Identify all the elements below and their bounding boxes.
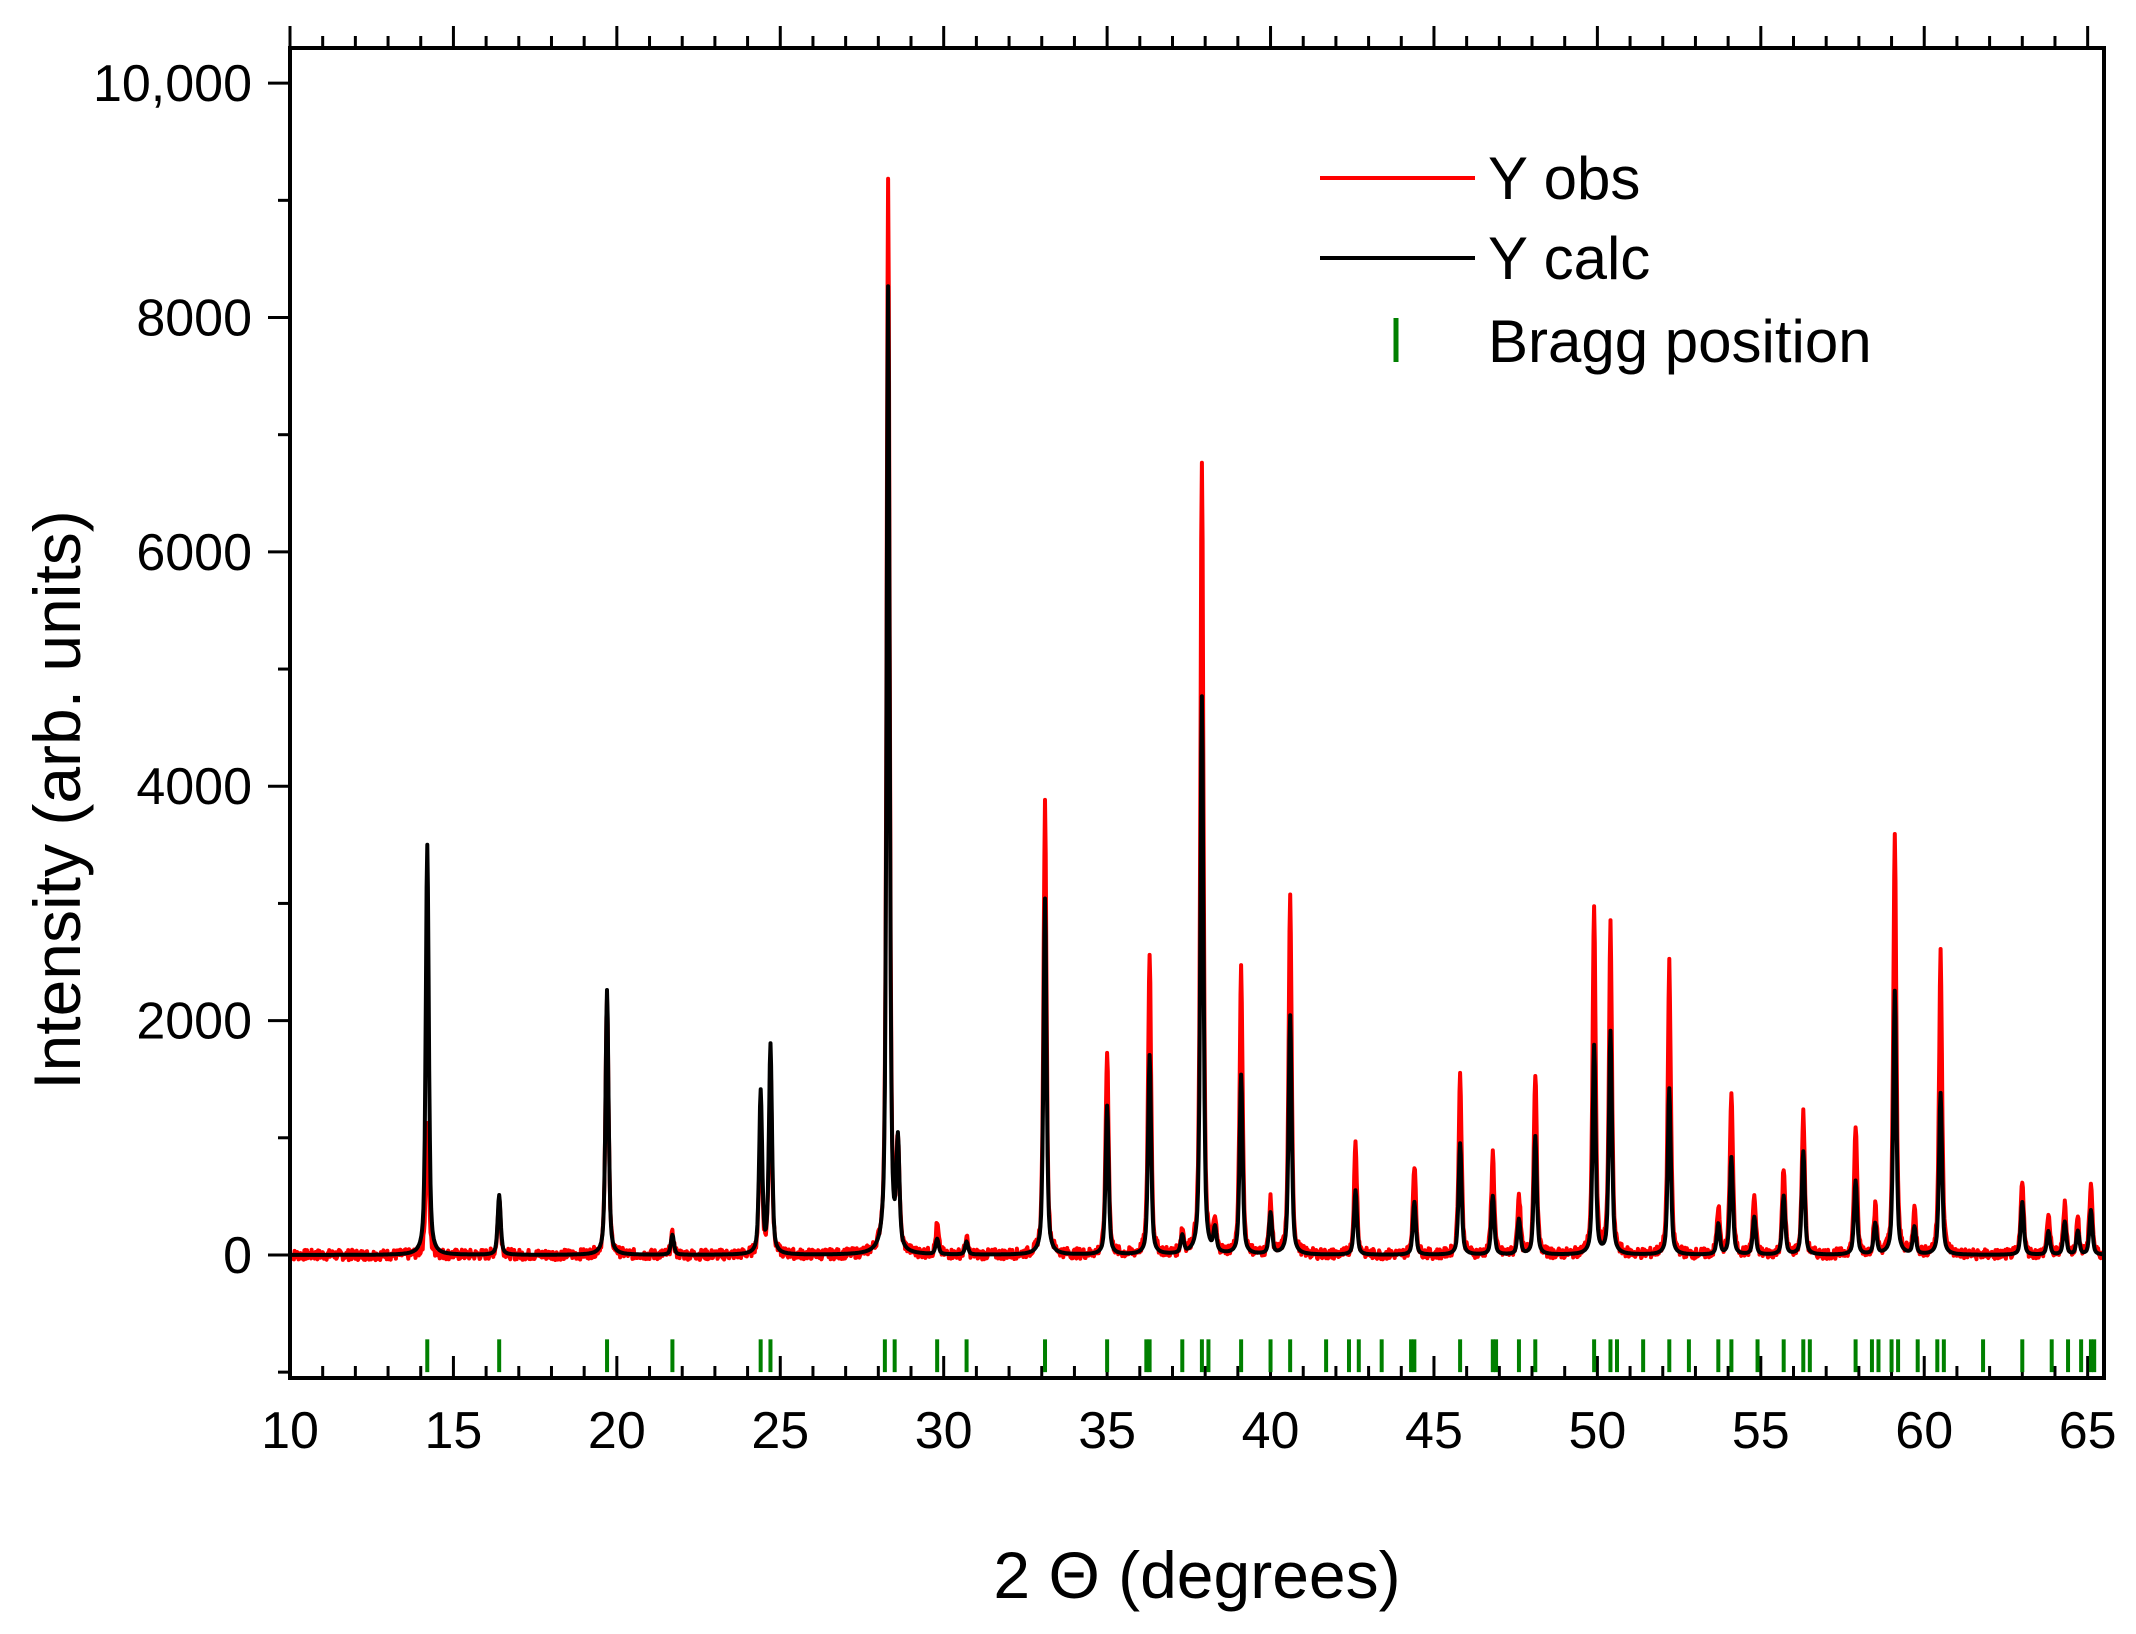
x-axis-title: 2 Θ (degrees) <box>993 1538 1400 1612</box>
x-tick-label: 65 <box>2059 1402 2117 1460</box>
x-tick-label: 55 <box>1732 1402 1790 1460</box>
legend-label-y-calc: Y calc <box>1488 225 1650 292</box>
y-tick-label: 10,000 <box>93 55 252 113</box>
tick-labels: 10 15 20 25 30 35 40 45 50 55 60 65 0 2000 4000 6000 800… <box>93 55 2117 1460</box>
x-tick-label: 35 <box>1078 1402 1136 1460</box>
x-tick-label: 25 <box>751 1402 809 1460</box>
legend: Y obs Y calc Bragg position <box>1320 145 1872 375</box>
x-tick-label: 60 <box>1895 1402 1953 1460</box>
plot-frame <box>288 46 2106 1380</box>
legend-label-y-obs: Y obs <box>1488 145 1640 212</box>
y-tick-label: 4000 <box>136 758 252 816</box>
x-tick-label: 20 <box>588 1402 646 1460</box>
y-tick-label: 0 <box>223 1227 252 1285</box>
y-tick-label: 6000 <box>136 524 252 582</box>
x-tick-label: 15 <box>425 1402 483 1460</box>
y-tick-label: 2000 <box>136 993 252 1051</box>
x-tick-label: 30 <box>915 1402 973 1460</box>
x-tick-label: 50 <box>1568 1402 1626 1460</box>
y-axis-title: Intensity (arb. units) <box>20 510 94 1090</box>
y-tick-label: 8000 <box>136 290 252 348</box>
bragg-markers <box>425 1339 2097 1373</box>
x-tick-label: 40 <box>1242 1402 1300 1460</box>
x-tick-label: 45 <box>1405 1402 1463 1460</box>
legend-label-bragg-position: Bragg position <box>1488 308 1872 375</box>
series-lines <box>288 176 2106 1263</box>
x-tick-label: 10 <box>261 1402 319 1460</box>
series-y-calc-line <box>288 284 2105 1257</box>
axis-ticks <box>268 26 2090 1378</box>
